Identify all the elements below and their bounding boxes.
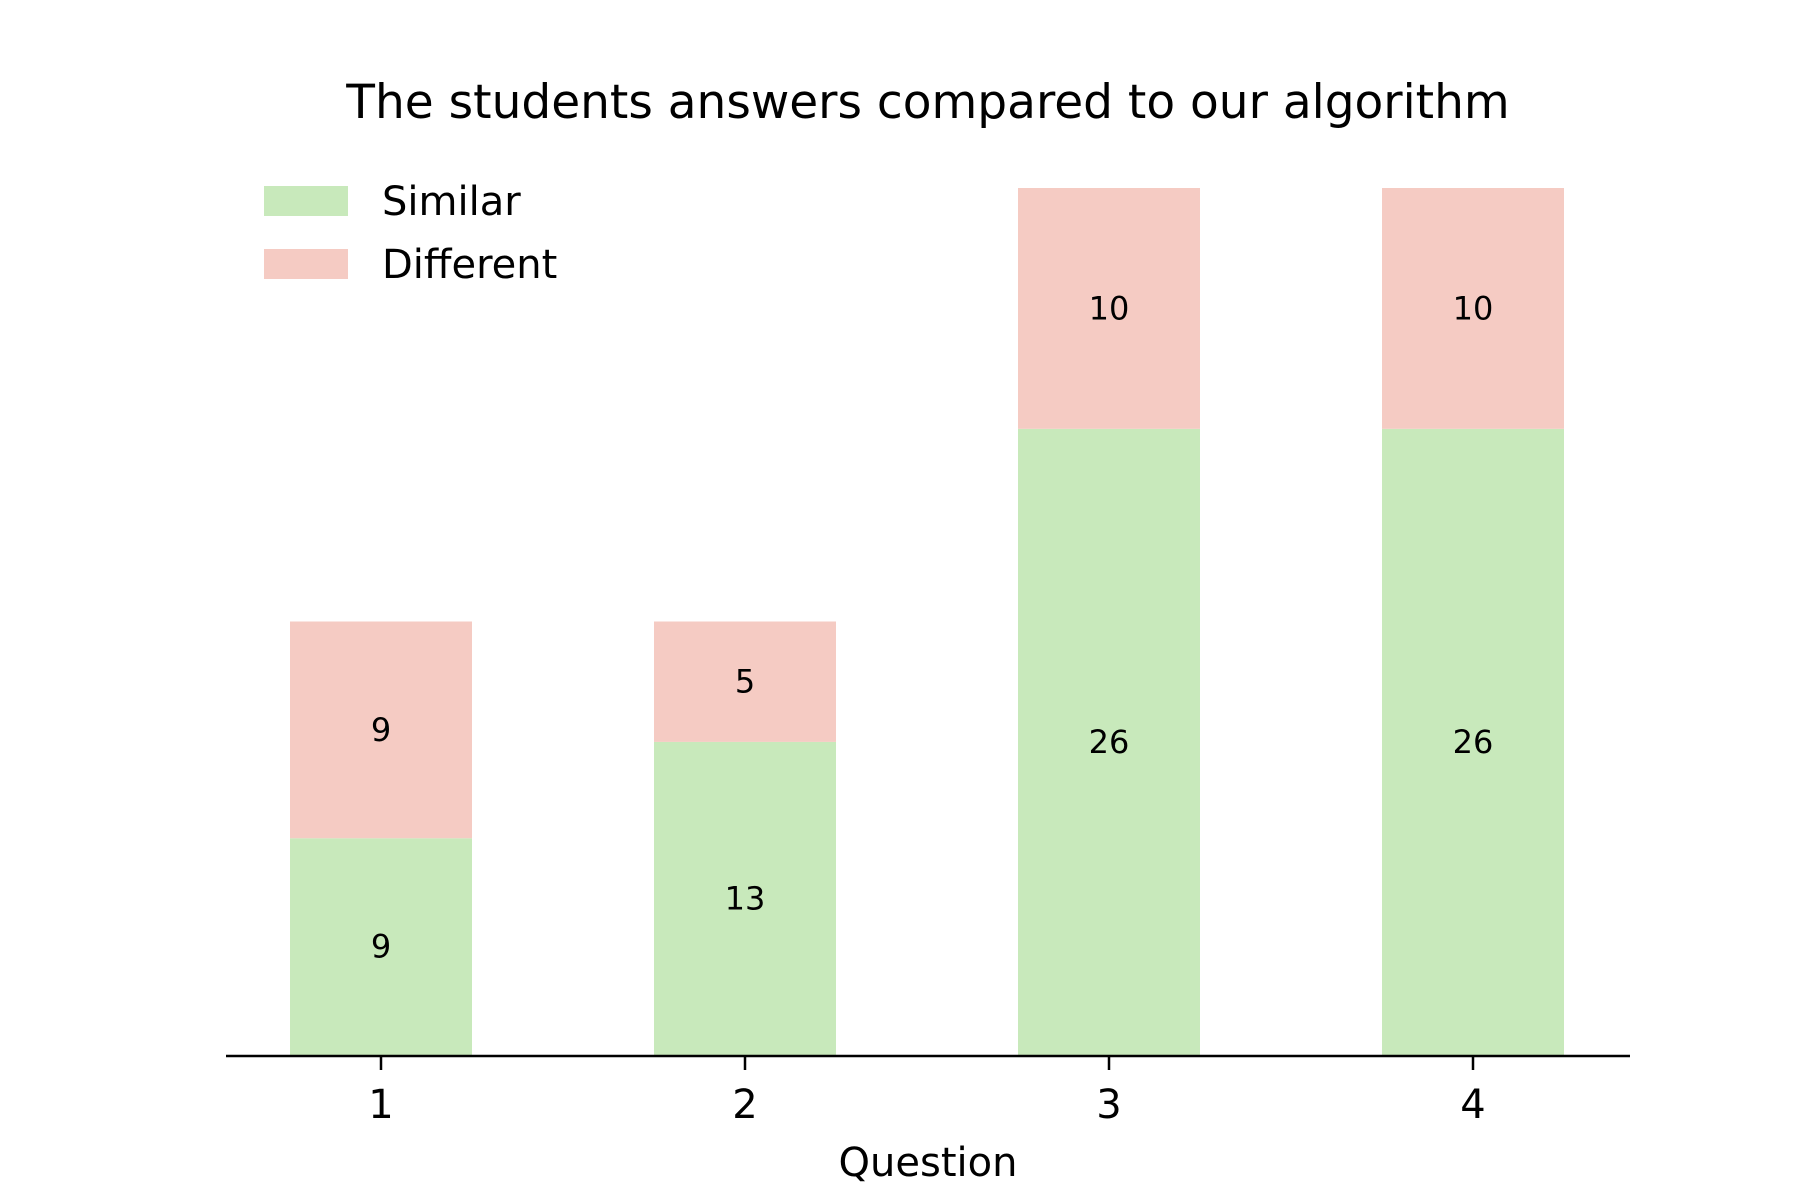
bar-different-q3 [1018, 188, 1200, 429]
x-tick-label-3: 3 [1096, 1082, 1121, 1128]
legend-label-similar: Similar [382, 179, 521, 225]
data-labels: 9 9 13 5 26 10 26 10 [371, 289, 1494, 965]
legend-swatch-similar [264, 186, 348, 216]
data-label-different-q4: 10 [1453, 289, 1494, 327]
data-label-similar-q2: 13 [725, 879, 766, 917]
data-label-similar-q1: 9 [371, 928, 391, 966]
bar-similar-q3 [1018, 428, 1200, 1055]
x-tick-label-1: 1 [368, 1082, 393, 1128]
bar-different-q2 [654, 621, 836, 742]
x-axis-label: Question [839, 1140, 1018, 1186]
legend-swatch-different [264, 249, 348, 279]
legend: Similar Different [264, 179, 557, 288]
x-tick-label-2: 2 [732, 1082, 757, 1128]
bar-similar-q2 [654, 741, 836, 1055]
data-label-similar-q4: 26 [1453, 723, 1494, 761]
legend-label-different: Different [382, 242, 557, 288]
x-ticks: 1 2 3 4 [368, 1056, 1486, 1128]
bar-similar-q4 [1382, 428, 1564, 1055]
bar-similar-q1 [290, 838, 472, 1055]
bars [290, 188, 1564, 1055]
chart-title: The students answers compared to our alg… [345, 75, 1509, 130]
bar-different-q4 [1382, 188, 1564, 429]
data-label-different-q3: 10 [1089, 289, 1130, 327]
data-label-different-q2: 5 [735, 663, 755, 701]
x-tick-label-4: 4 [1460, 1082, 1485, 1128]
data-label-similar-q3: 26 [1089, 723, 1130, 761]
data-label-different-q1: 9 [371, 711, 391, 749]
bar-different-q1 [290, 621, 472, 839]
